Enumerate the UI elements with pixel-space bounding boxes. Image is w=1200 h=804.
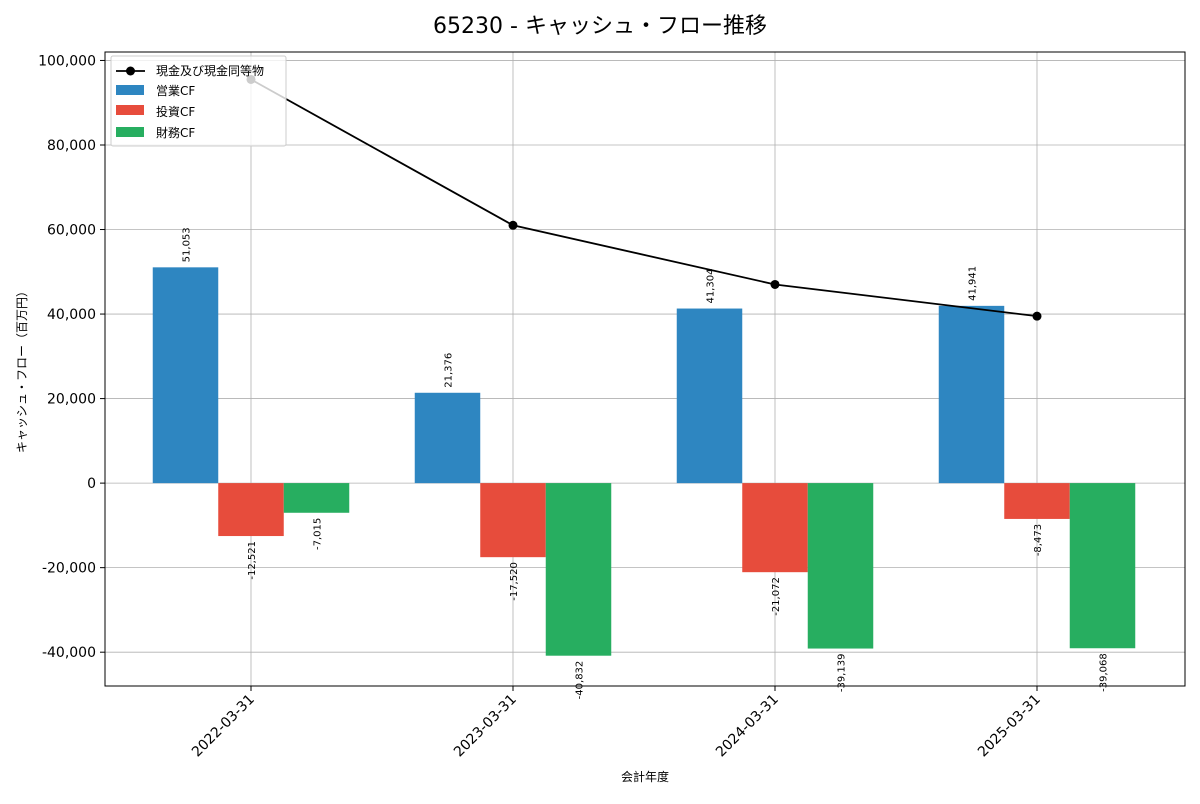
bar-財務CF-2022-03-31 xyxy=(283,483,350,513)
cash-point-2025-03-31 xyxy=(1032,311,1042,321)
bar-value-label: -8,473 xyxy=(1033,524,1044,556)
x-tick-label: 2024-03-31 xyxy=(713,692,782,761)
bar-投資CF-2022-03-31 xyxy=(218,483,284,537)
bar-value-label: 41,941 xyxy=(968,266,979,301)
bar-営業CF-2022-03-31 xyxy=(152,267,219,484)
bar-value-label: -21,072 xyxy=(771,577,782,616)
bar-営業CF-2024-03-31 xyxy=(676,308,743,484)
bar-value-label: -39,068 xyxy=(1099,653,1110,692)
y-tick-label: 40,000 xyxy=(47,307,96,323)
bar-layer xyxy=(152,267,1136,656)
bar-value-label: -7,015 xyxy=(313,518,324,550)
bar-value-label: 51,053 xyxy=(182,227,193,262)
bar-value-label: 41,304 xyxy=(706,269,717,304)
legend-line-marker xyxy=(126,66,135,76)
bar-value-label: -39,139 xyxy=(837,654,848,693)
x-tick-label: 2025-03-31 xyxy=(975,692,1044,761)
legend-swatch-financing xyxy=(116,127,144,137)
bar-財務CF-2023-03-31 xyxy=(545,483,612,656)
y-tick-label: -40,000 xyxy=(42,645,96,661)
legend: 現金及び現金同等物 営業CF 投資CF 財務CF xyxy=(110,55,287,147)
cash-point-2024-03-31 xyxy=(770,279,780,289)
grid-layer xyxy=(105,52,1185,686)
line-layer xyxy=(246,74,1042,321)
bar-value-label: 21,376 xyxy=(444,353,455,388)
bar-value-label: -12,521 xyxy=(247,541,258,580)
x-axis-title: 会計年度 xyxy=(621,769,669,784)
legend-label-operating: 営業CF xyxy=(156,84,195,98)
y-tick-label: 20,000 xyxy=(47,392,96,408)
bar-営業CF-2025-03-31 xyxy=(938,305,1005,484)
y-tick-label: 80,000 xyxy=(47,138,96,154)
label-layer: 51,053 21,376 41,304 41,941 -12,521 -17,520 -2… xyxy=(182,227,1110,699)
legend-swatch-operating xyxy=(116,85,144,95)
legend-label-cash: 現金及び現金同等物 xyxy=(156,63,264,78)
y-tick-label: 100,000 xyxy=(38,53,96,69)
legend-box xyxy=(110,55,287,147)
bar-財務CF-2025-03-31 xyxy=(1069,483,1136,649)
bar-value-label: -40,832 xyxy=(575,661,586,700)
bar-投資CF-2023-03-31 xyxy=(480,483,546,558)
cash-line xyxy=(250,78,1038,318)
bar-value-label: -17,520 xyxy=(509,562,520,601)
bar-財務CF-2024-03-31 xyxy=(807,483,874,649)
legend-label-financing: 財務CF xyxy=(156,125,195,140)
bar-投資CF-2024-03-31 xyxy=(742,483,808,573)
chart-title: 65230 - キャッシュ・フロー推移 xyxy=(433,14,767,39)
bar-投資CF-2025-03-31 xyxy=(1004,483,1070,519)
plot-frame xyxy=(104,51,1186,687)
bar-営業CF-2023-03-31 xyxy=(414,392,481,484)
legend-label-investing: 投資CF xyxy=(156,104,195,119)
cash-point-2023-03-31 xyxy=(508,220,518,230)
y-axis-title: キャッシュ・フロー（百万円） xyxy=(15,285,29,453)
x-tick-label: 2023-03-31 xyxy=(451,692,520,761)
y-tick-label: 60,000 xyxy=(47,223,96,239)
y-tick-label: -20,000 xyxy=(42,561,96,577)
legend-swatch-investing xyxy=(116,105,144,115)
y-tick-label: 0 xyxy=(87,476,96,492)
x-tick-label: 2022-03-31 xyxy=(189,692,258,761)
